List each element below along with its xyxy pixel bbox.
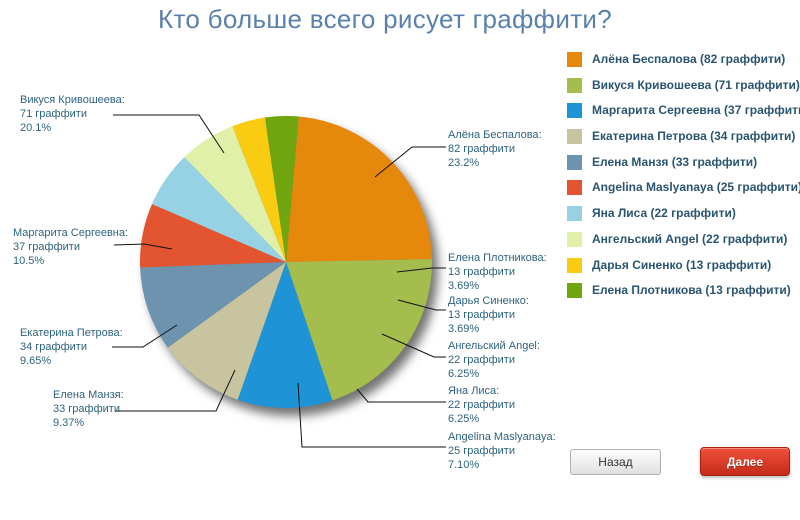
- callout-line: Маргарита Сергеевна:: [13, 227, 129, 239]
- callout-line: Ангельский Angel:: [448, 340, 540, 352]
- pie-slice-1: [286, 259, 432, 401]
- callout-line: 7.10%: [448, 459, 480, 471]
- pie-slice-9: [264, 116, 299, 263]
- callout-line: 3.69%: [448, 323, 480, 335]
- legend-label: Викуся Кривошеева (71 граффити): [592, 77, 800, 92]
- callout-line: 6.25%: [448, 368, 480, 380]
- legend-label: Яна Лиса (22 граффити): [592, 206, 736, 221]
- leader-line-3: [112, 324, 178, 348]
- legend-item-7: Ангельский Angel (22 граффити): [567, 231, 800, 247]
- leader-line-9: [396, 267, 446, 273]
- legend-swatch: [567, 154, 582, 170]
- legend-item-1: Викуся Кривошеева (71 граффити): [567, 77, 800, 93]
- callout-label-9: Елена Плотникова: 13 граффити 3.69%: [448, 251, 547, 293]
- legend-swatch: [567, 283, 582, 299]
- callout-label-3: Екатерина Петрова: 34 граффити 9.65%: [20, 326, 123, 368]
- callout-label-1: Викуся Кривошеева: 71 граффити 20.1%: [20, 93, 125, 135]
- legend-item-3: Екатерина Петрова (34 граффити): [567, 129, 800, 145]
- pie-slice-6: [152, 157, 286, 262]
- leader-line-0: [374, 146, 446, 178]
- callout-line: Яна Лиса:: [448, 385, 500, 397]
- legend-label: Елена Плотникова (13 граффити): [592, 283, 791, 298]
- legend-label: Angelina Maslyanaya (25 граффити): [592, 180, 800, 195]
- legend-item-6: Яна Лиса (22 граффити): [567, 206, 800, 222]
- callout-line: 23.2%: [448, 157, 480, 169]
- legend-label: Алёна Беспалова (82 граффити): [592, 52, 786, 66]
- page-title: Кто больше всего рисует граффити?: [158, 4, 612, 34]
- legend: Алёна Беспалова (82 граффити) Викуся Крив…: [567, 52, 800, 299]
- legend-swatch: [567, 103, 582, 119]
- legend-label: Екатерина Петрова (34 граффити): [592, 129, 796, 144]
- callout-line: 3.69%: [448, 280, 480, 292]
- callout-label-5: Angelina Maslyanaya: 25 граффити 7.10%: [448, 430, 556, 472]
- callout-label-8: Дарья Синенко: 13 граффити 3.69%: [448, 294, 529, 336]
- legend-item-9: Елена Плотникова (13 граффити): [567, 283, 800, 299]
- callout-line: 10.5%: [13, 255, 45, 267]
- callout-line: Елена Плотникова:: [448, 252, 547, 264]
- leader-line-6: [356, 388, 446, 403]
- back-button[interactable]: Назад: [570, 449, 661, 475]
- legend-swatch: [567, 129, 582, 145]
- pie-slice-7: [184, 126, 286, 262]
- legend-swatch: [567, 180, 582, 196]
- callout-line: Екатерина Петрова:: [20, 327, 123, 339]
- legend-swatch: [567, 257, 582, 273]
- callout-line: 33 граффити: [53, 403, 120, 415]
- callout-line: 22 граффити: [448, 399, 515, 411]
- callout-line: 22 граффити: [448, 354, 515, 366]
- leader-line-5: [297, 382, 446, 448]
- pie-slice-2: [237, 262, 333, 408]
- pie-slice-8: [232, 117, 286, 263]
- callout-line: 6.25%: [448, 413, 480, 425]
- callout-line: 9.37%: [53, 417, 85, 429]
- callout-label-4: Елена Манзя: 33 граффити 9.37%: [53, 388, 124, 430]
- legend-swatch: [567, 77, 582, 93]
- callout-label-0: Алёна Беспалова: 82 граффити 23.2%: [448, 128, 542, 170]
- pie-slice-3: [167, 262, 286, 400]
- callout-label-2: Маргарита Сергеевна: 37 граффити 10.5%: [13, 226, 128, 268]
- leader-line-1: [113, 114, 225, 154]
- legend-swatch: [567, 52, 582, 67]
- callout-line: Дарья Синенко:: [448, 295, 529, 307]
- legend-item-4: Елена Манзя (33 граффити): [567, 154, 800, 170]
- callout-label-7: Ангельский Angel: 22 граффити 6.25%: [448, 339, 540, 381]
- leader-line-7: [381, 333, 446, 358]
- callout-label-6: Яна Лиса: 22 граффити 6.25%: [448, 384, 515, 426]
- callout-line: Викуся Кривошеева:: [20, 94, 125, 106]
- pie-slice-0: [286, 116, 432, 262]
- legend-item-2: Маргарита Сергеевна (37 граффити): [567, 103, 800, 119]
- callout-line: 34 граффити: [20, 341, 87, 353]
- leader-line-8: [397, 299, 446, 311]
- legend-item-8: Дарья Синенко (13 граффити): [567, 257, 800, 273]
- callout-line: 20.1%: [20, 122, 52, 134]
- leader-line-4: [115, 369, 236, 412]
- callout-line: 13 граффити: [448, 266, 515, 278]
- callout-line: 82 граффити: [448, 143, 515, 155]
- leader-line-2: [113, 243, 173, 250]
- callout-line: 71 граффити: [20, 108, 87, 120]
- legend-label: Маргарита Сергеевна (37 граффити): [592, 103, 800, 118]
- legend-swatch: [567, 231, 582, 247]
- next-button[interactable]: Далее: [700, 447, 790, 476]
- legend-label: Елена Манзя (33 граффити): [592, 154, 758, 169]
- callout-line: Алёна Беспалова:: [448, 129, 542, 141]
- callout-line: Елена Манзя:: [53, 389, 124, 401]
- callout-line: 37 граффити: [13, 241, 80, 253]
- legend-label: Дарья Синенко (13 граффити): [592, 257, 772, 272]
- legend-item-5: Angelina Maslyanaya (25 граффити): [567, 180, 800, 196]
- pie-slice-4: [140, 262, 286, 348]
- callout-line: 9.65%: [20, 355, 52, 367]
- legend-item-0: Алёна Беспалова (82 граффити): [567, 52, 800, 67]
- legend-label: Ангельский Angel (22 граффити): [592, 231, 788, 246]
- legend-swatch: [567, 206, 582, 222]
- pie-slice-5: [140, 203, 286, 268]
- callout-line: 25 граффити: [448, 445, 515, 457]
- callout-line: Angelina Maslyanaya:: [448, 431, 556, 443]
- callout-line: 13 граффити: [448, 309, 515, 321]
